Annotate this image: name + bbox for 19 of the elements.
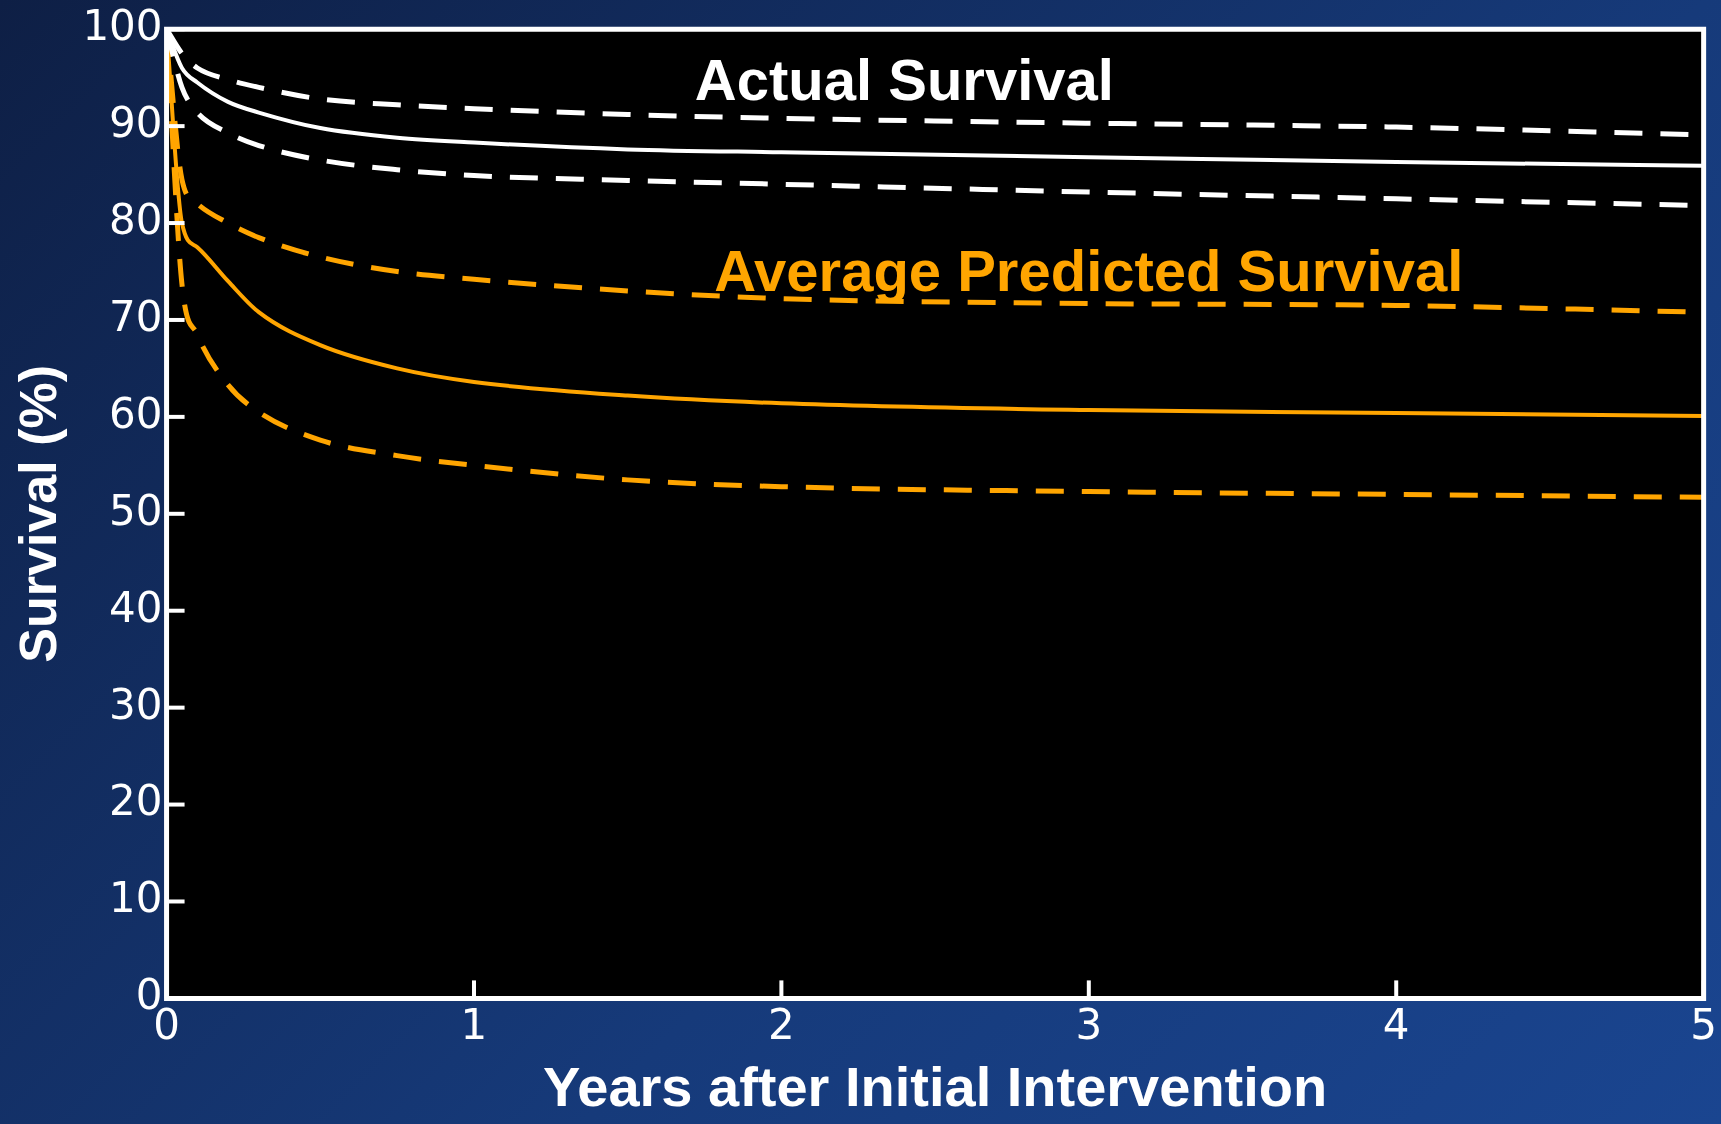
y-tick-label: 30 bbox=[109, 679, 163, 729]
y-tick-label: 10 bbox=[109, 873, 163, 923]
series-label: Average Predicted Survival bbox=[714, 238, 1464, 304]
x-tick-label: 4 bbox=[1382, 999, 1410, 1049]
x-axis-title: Years after Initial Intervention bbox=[542, 1054, 1328, 1118]
y-tick-label: 40 bbox=[109, 582, 163, 632]
y-tick-label: 100 bbox=[82, 1, 163, 51]
x-tick-label: 1 bbox=[460, 999, 488, 1049]
x-tick-label: 3 bbox=[1075, 999, 1103, 1049]
x-tick-label: 2 bbox=[768, 999, 795, 1049]
y-tick-label: 20 bbox=[109, 776, 163, 826]
y-tick-label: 70 bbox=[109, 291, 163, 341]
series-label: Actual Survival bbox=[694, 47, 1114, 113]
y-tick-label: 60 bbox=[109, 388, 163, 438]
y-tick-label: 80 bbox=[109, 194, 163, 244]
x-tick-label: 5 bbox=[1690, 999, 1718, 1049]
y-axis-title: Survival (%) bbox=[8, 364, 67, 663]
y-tick-label: 50 bbox=[109, 485, 163, 535]
y-tick-label: 90 bbox=[109, 98, 163, 148]
